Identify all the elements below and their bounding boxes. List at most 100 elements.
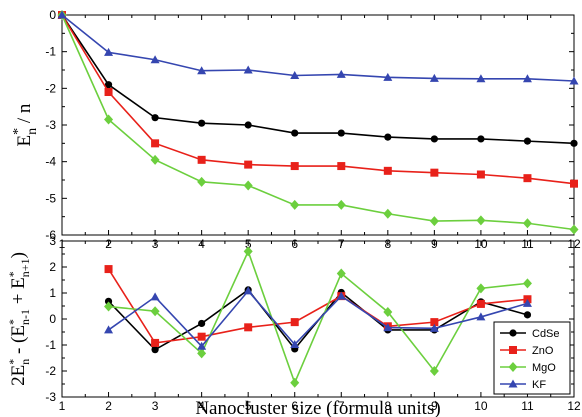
bottom-x-tick-label: 5 (245, 399, 252, 413)
top-data-point-mgo (522, 218, 532, 229)
bottom-series-kf (104, 286, 532, 350)
top-data-point-mgo (476, 215, 486, 226)
bottom-y-tick-label: 2 (49, 260, 56, 274)
bottom-data-point-mgo (429, 366, 439, 376)
top-data-point-zno (337, 162, 346, 171)
bottom-y-tick-label: 3 (49, 234, 56, 248)
bottom-x-tick-label: 2 (105, 399, 112, 413)
bottom-data-point-kf (383, 323, 393, 332)
top-data-point-kf (522, 74, 532, 83)
legend-label-mgo: MgO (532, 362, 556, 374)
top-data-point-zno (197, 155, 206, 164)
top-data-point-kf (150, 55, 160, 64)
top-data-point-zno (151, 139, 160, 148)
bottom-x-tick-label: 4 (198, 399, 205, 413)
top-data-point-cdse (523, 137, 532, 145)
top-data-point-kf (429, 73, 439, 82)
legend-label-kf: KF (532, 379, 546, 391)
top-data-point-zno (244, 160, 253, 169)
top-y-tick-label: -5 (45, 191, 56, 205)
bottom-data-point-mgo (290, 377, 300, 388)
bottom-x-tick-label: 7 (338, 399, 345, 413)
top-y-tick-label: -3 (45, 118, 56, 132)
bottom-data-point-mgo (197, 348, 207, 359)
top-data-point-zno (430, 168, 439, 177)
top-y-tick-label: -1 (45, 45, 56, 59)
bottom-x-tick-label: 11 (521, 399, 534, 413)
bottom-data-point-mgo (243, 246, 253, 257)
top-data-point-cdse (291, 129, 299, 137)
bottom-data-point-zno (151, 338, 160, 347)
top-y-tick-label: -2 (45, 81, 56, 95)
top-data-point-kf (197, 66, 207, 75)
top-data-point-cdse (104, 81, 113, 89)
bottom-data-point-mgo (476, 283, 486, 294)
bottom-data-point-kf (150, 292, 160, 301)
top-data-point-cdse (477, 135, 485, 143)
bottom-series-mgo (104, 246, 532, 388)
top-data-point-kf (476, 74, 486, 83)
bottom-series-line-zno (107, 268, 528, 344)
top-data-point-mgo (243, 180, 253, 191)
bottom-y-tick-label: -1 (45, 338, 56, 352)
top-data-point-kf (243, 65, 253, 74)
top-data-point-kf (383, 72, 393, 81)
bottom-data-point-mgo (383, 306, 393, 317)
top-series-zno (58, 11, 578, 188)
top-series-line-cdse (61, 14, 575, 145)
bottom-x-axis-label: Nanocluster size (formula units) (195, 398, 440, 417)
bottom-series-line-mgo (108, 249, 528, 385)
bottom-data-point-kf (290, 339, 300, 348)
bottom-y-tick-label: 1 (49, 286, 56, 300)
top-data-point-zno (383, 166, 392, 175)
top-y-tick-label: -4 (45, 155, 56, 169)
bottom-data-point-kf (243, 286, 253, 295)
top-data-point-mgo (569, 224, 579, 235)
bottom-x-tick-label: 8 (384, 399, 391, 413)
top-data-point-kf (569, 76, 579, 85)
top-data-point-cdse (384, 133, 392, 141)
bottom-y-tick-label: -3 (45, 390, 56, 404)
bottom-data-point-cdse (198, 319, 206, 328)
top-data-point-kf (290, 71, 300, 79)
bottom-data-point-kf (336, 291, 346, 300)
top-data-point-mgo (429, 216, 439, 227)
legend-box (493, 321, 571, 395)
top-series-mgo (57, 10, 579, 235)
bottom-data-point-zno (476, 299, 485, 308)
bottom-data-point-zno (104, 265, 113, 274)
top-data-point-zno (570, 179, 578, 188)
top-data-point-zno (290, 162, 299, 171)
bottom-x-tick-label: 6 (291, 399, 298, 413)
bottom-data-point-kf (104, 325, 114, 334)
bottom-x-tick-label: 12 (567, 399, 581, 413)
bottom-data-point-mgo (522, 278, 532, 289)
legend-marker-mgo (508, 362, 518, 372)
top-data-point-mgo (104, 114, 114, 125)
top-data-point-kf (57, 10, 67, 19)
bottom-x-tick-label: 3 (152, 399, 159, 413)
top-data-point-mgo (336, 199, 346, 210)
top-series-line-mgo (61, 14, 575, 231)
bottom-x-tick-label: 9 (431, 399, 438, 413)
top-series-line-zno (61, 14, 575, 185)
bottom-y-tick-label: 0 (49, 312, 56, 326)
top-data-point-cdse (570, 139, 578, 147)
top-data-point-zno (104, 88, 113, 96)
legend: CdSe ZnO MgO KF (493, 321, 571, 395)
top-series-kf (57, 10, 579, 85)
top-data-point-cdse (151, 114, 159, 122)
bottom-data-point-kf (522, 298, 532, 307)
bottom-data-point-kf (429, 323, 439, 332)
legend-marker-zno (509, 346, 517, 354)
legend-marker-cdse (509, 329, 517, 337)
top-data-point-mgo (197, 176, 207, 187)
top-data-point-cdse (198, 119, 206, 127)
top-data-point-mgo (383, 208, 393, 219)
bottom-data-point-kf (197, 341, 207, 350)
top-data-point-zno (523, 174, 532, 183)
bottom-data-point-cdse (151, 346, 159, 354)
legend-marker-kf (508, 379, 518, 388)
legend-label-zno: ZnO (532, 345, 554, 357)
